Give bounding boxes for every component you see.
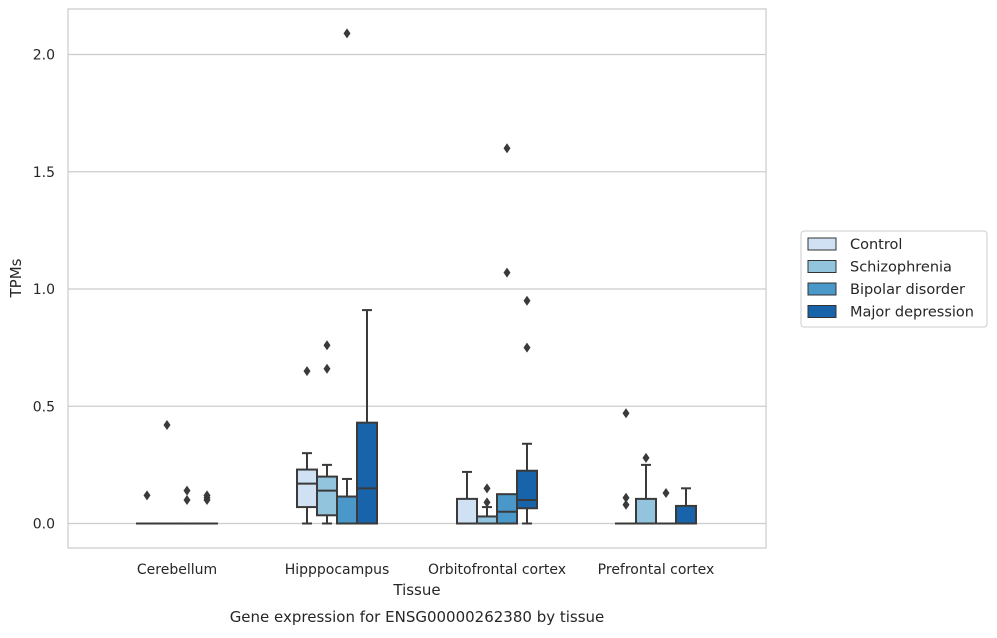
x-tick-label: Cerebellum [137,562,217,578]
y-axis-label: TPMs [7,258,25,298]
box-body [497,494,517,523]
box-body [457,499,477,524]
chart-caption: Gene expression for ENSG00000262380 by t… [230,608,605,626]
box-body [357,423,377,524]
legend-label: Control [850,237,902,253]
x-tick-label: Prefrontal cortex [598,562,715,578]
legend-label: Schizophrenia [850,260,952,276]
box-body [297,470,317,508]
box-body [477,516,497,523]
legend-swatch [808,306,836,318]
x-axis-label: Tissue [392,581,440,599]
box-body [517,471,537,509]
legend-label: Bipolar disorder [850,282,965,298]
x-tick-label: Orbitofrontal cortex [428,562,566,578]
legend-label: Major depression [850,305,974,321]
legend-swatch [808,261,836,273]
y-tick-label: 1.0 [33,282,55,298]
legend-swatch [808,238,836,250]
y-tick-label: 1.5 [33,165,55,181]
x-tick-label: Hipppocampus [285,562,390,578]
y-tick-label: 2.0 [33,48,55,64]
box-body [317,477,337,516]
box-body [676,506,696,524]
legend-swatch [808,283,836,295]
box-body [337,497,357,524]
legend: Control Schizophrenia Bipolar disorder Majo… [801,231,987,327]
box-body [636,499,656,524]
y-tick-label: 0.0 [33,517,55,533]
y-tick-label: 0.5 [33,399,55,415]
